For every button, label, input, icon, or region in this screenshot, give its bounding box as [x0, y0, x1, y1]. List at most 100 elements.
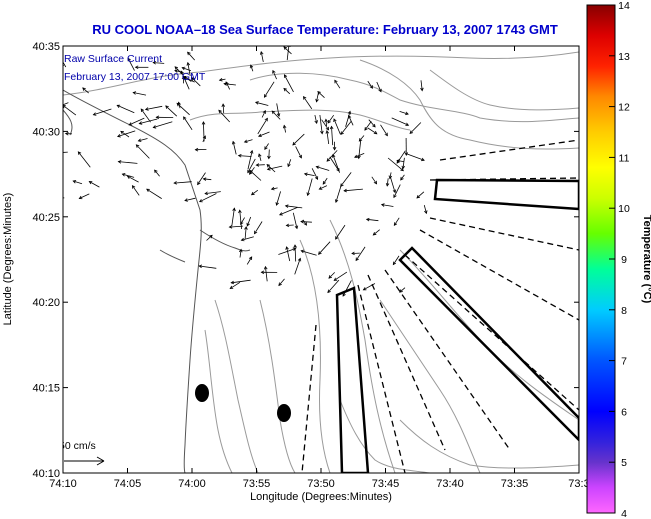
- current-vector-head: [266, 167, 271, 171]
- current-vector: [367, 127, 378, 135]
- current-vector: [63, 102, 69, 106]
- current-vector-head: [248, 256, 253, 261]
- current-vector-head: [121, 173, 126, 177]
- current-vector-head: [117, 160, 122, 164]
- current-vector: [366, 218, 379, 222]
- current-vector-head: [165, 105, 169, 109]
- current-vector-head: [297, 257, 302, 262]
- current-vector-head: [257, 133, 262, 137]
- y-axis: 40:35 40:30 40:25 40:20 40:15 40:10: [32, 41, 579, 480]
- current-vector-head: [335, 236, 339, 240]
- current-vector: [271, 110, 281, 120]
- colorbar-tick-label: 11: [619, 152, 630, 164]
- current-vector: [364, 121, 372, 131]
- current-vector: [294, 244, 297, 262]
- colorbar-ticks: 4 5 6 7 8 9 10 11 12 13 14: [609, 0, 630, 519]
- current-vector-head: [318, 251, 322, 255]
- current-vector: [127, 58, 135, 71]
- current-vector: [380, 124, 388, 136]
- x-tick-label: 73:55: [243, 478, 271, 490]
- current-vector-head: [183, 116, 187, 120]
- colorbar-tick-label: 10: [618, 203, 630, 215]
- current-vector: [292, 133, 305, 146]
- current-vector-head: [405, 111, 409, 116]
- current-vector-head: [255, 163, 260, 167]
- current-vector: [251, 189, 259, 196]
- current-vector-head: [267, 155, 271, 160]
- current-vector-head: [384, 132, 388, 137]
- current-vector: [258, 153, 262, 162]
- current-vector-head: [283, 74, 288, 78]
- current-vector: [117, 104, 135, 114]
- current-vector-head: [336, 168, 340, 172]
- current-vector-head: [225, 81, 229, 86]
- current-vector-head: [325, 129, 330, 134]
- current-vector: [409, 122, 422, 134]
- current-vector: [278, 278, 285, 286]
- current-vector-head: [340, 131, 344, 136]
- current-vector: [284, 74, 294, 93]
- current-vector-head: [276, 113, 281, 117]
- current-vector-head: [409, 130, 414, 134]
- current-vector-head: [134, 65, 139, 70]
- current-vector: [219, 78, 226, 81]
- x-tick-label: 73:45: [372, 478, 400, 490]
- current-vector-head: [152, 125, 157, 129]
- current-vector-head: [392, 189, 397, 194]
- current-vector-head: [372, 231, 377, 236]
- current-vector: [153, 62, 165, 64]
- current-vector: [79, 193, 90, 199]
- current-vector: [327, 279, 340, 293]
- current-vector: [390, 176, 396, 193]
- y-tick-label: 40:25: [32, 212, 60, 224]
- current-vector: [187, 51, 195, 61]
- current-vector-head: [204, 191, 208, 196]
- current-vector-head: [246, 222, 250, 227]
- current-vector: [48, 89, 55, 91]
- current-vector: [319, 114, 323, 134]
- current-vector-head: [420, 87, 424, 92]
- current-vector: [174, 181, 192, 184]
- colorbar-tick-label: 9: [621, 254, 627, 266]
- current-vector-head: [358, 138, 363, 142]
- current-vector-head: [154, 169, 158, 174]
- current-vector-head: [64, 131, 69, 136]
- current-vector: [199, 265, 217, 269]
- current-vector: [264, 81, 275, 98]
- current-vectors: [47, 46, 428, 297]
- current-vector: [300, 221, 312, 223]
- current-vector: [400, 174, 405, 181]
- current-vector: [265, 266, 268, 282]
- current-vector: [391, 117, 409, 126]
- current-vector-head: [378, 88, 382, 93]
- current-vector: [348, 115, 354, 126]
- current-vector: [387, 157, 404, 172]
- current-vector: [261, 110, 266, 118]
- current-vector-head: [181, 66, 186, 71]
- current-vector: [120, 130, 130, 138]
- current-vector: [268, 149, 270, 159]
- current-vector-head: [55, 195, 58, 198]
- current-vector: [285, 205, 303, 209]
- current-vector-head: [201, 121, 206, 125]
- current-vector-head: [416, 194, 420, 199]
- current-vector-head: [264, 146, 268, 150]
- current-vector-head: [342, 293, 346, 297]
- current-vector: [328, 272, 335, 279]
- current-vector: [47, 115, 51, 123]
- current-vector: [371, 176, 377, 185]
- current-vector-head: [138, 121, 143, 125]
- current-vector-head: [174, 66, 179, 70]
- current-vector-head: [327, 119, 331, 124]
- current-vector-head: [243, 139, 248, 143]
- current-vector-head: [191, 77, 195, 81]
- current-vector: [303, 96, 313, 110]
- current-vector-head: [279, 212, 283, 216]
- current-vector-head: [55, 106, 58, 109]
- x-tick-label: 74:10: [49, 478, 77, 490]
- current-vector: [82, 87, 89, 94]
- plot-area: [63, 46, 579, 473]
- current-vector: [363, 283, 376, 291]
- current-vector: [402, 157, 405, 169]
- current-vector-head: [318, 186, 323, 190]
